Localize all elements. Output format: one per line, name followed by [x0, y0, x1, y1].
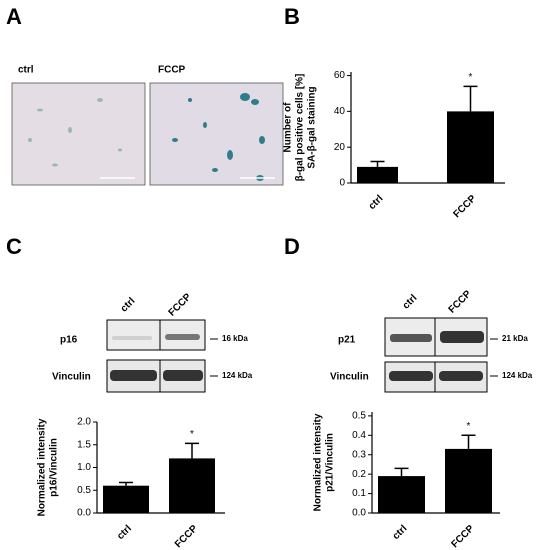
error-bar — [394, 467, 409, 477]
error-bar — [119, 481, 133, 486]
blot-d: ctrl FCCP p21 Vinculin 21 kDa 124 kDa — [330, 288, 533, 393]
y-axis-label: β-gal positive cells [%] — [295, 74, 306, 182]
x-tick-label: ctrl — [115, 523, 134, 542]
bar — [169, 458, 215, 513]
y-axis-label: p16/Vinculin — [49, 438, 60, 497]
error-bar — [461, 434, 476, 449]
panel-letter: A — [6, 4, 22, 29]
x-tick-label: FCCP — [449, 523, 476, 550]
x-tick-label: ctrl — [367, 193, 386, 212]
y-tick-label: 0.5 — [77, 485, 91, 496]
significance: * — [469, 72, 473, 83]
row-label: p16 — [60, 335, 78, 346]
y-tick-label: 0.1 — [352, 488, 366, 499]
row-label: p21 — [338, 335, 356, 346]
y-tick-label: 40 — [334, 106, 346, 117]
y-tick-label: 0.0 — [352, 508, 366, 519]
y-axis-label: p21/Vinculin — [325, 433, 336, 492]
micrograph-ctrl — [11, 82, 146, 186]
y-tick-label: 0.3 — [352, 449, 366, 460]
bar — [378, 476, 425, 513]
x-tick-label: ctrl — [391, 523, 410, 542]
lane-label: FCCP — [447, 288, 474, 315]
significance: * — [467, 421, 471, 432]
y-tick-label: 60 — [334, 70, 346, 81]
y-tick-label: 0.4 — [352, 430, 366, 441]
size-label: 21 kDa — [502, 334, 528, 343]
error-bar — [370, 160, 385, 167]
error-bar — [185, 442, 199, 459]
row-label: Vinculin — [52, 372, 91, 383]
image-label: FCCP — [158, 65, 186, 76]
micrograph-fccp — [149, 82, 284, 186]
panel-letter: C — [6, 234, 22, 259]
bar — [357, 166, 398, 183]
significance: * — [190, 429, 194, 440]
panel-letter: B — [284, 4, 300, 29]
bar — [103, 485, 149, 513]
lane-label: ctrl — [401, 293, 420, 312]
y-axis-label: Normalized intensity — [37, 418, 48, 516]
lane-label: FCCP — [167, 291, 194, 318]
image-label: ctrl — [18, 65, 34, 76]
size-label: 16 kDa — [222, 334, 248, 343]
x-tick-label: FCCP — [451, 193, 478, 220]
error-bar — [463, 85, 478, 112]
lane-label: ctrl — [119, 296, 138, 315]
y-tick-label: 0 — [339, 178, 345, 189]
size-label: 124 kDa — [222, 371, 253, 380]
y-tick-label: 1.0 — [77, 462, 91, 473]
size-label: 124 kDa — [502, 371, 533, 380]
x-tick-label: FCCP — [173, 523, 200, 550]
y-tick-label: 2.0 — [77, 417, 91, 428]
y-axis-label: Normalized intensity — [313, 413, 324, 511]
y-tick-label: 20 — [334, 142, 346, 153]
panel-letter: D — [284, 234, 300, 259]
y-tick-label: 0.0 — [77, 508, 91, 519]
y-axis-label: Number of — [283, 102, 294, 153]
y-axis-label: SA-β-gal staining — [307, 86, 318, 168]
bar — [447, 111, 494, 183]
y-tick-label: 0.5 — [352, 411, 366, 422]
y-tick-label: 0.2 — [352, 469, 366, 480]
blot-c: ctrl FCCP p16 Vinculin 16 kDa 124 kDa — [52, 291, 253, 393]
row-label: Vinculin — [330, 372, 369, 383]
y-tick-label: 1.5 — [77, 439, 91, 450]
bar — [445, 448, 492, 513]
